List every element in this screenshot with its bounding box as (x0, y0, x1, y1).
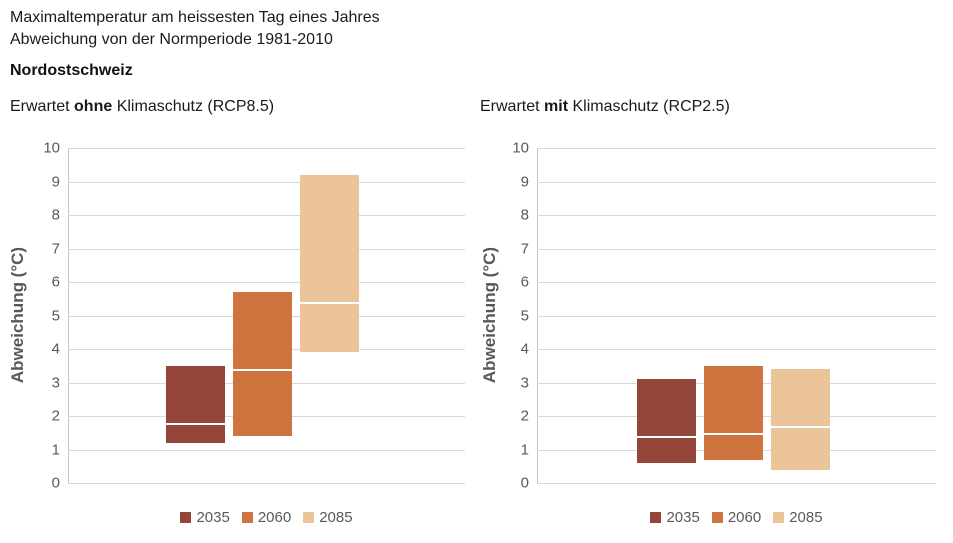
subtitle-rcp85: Erwartet ohne Klimaschutz (RCP8.5) (10, 98, 274, 116)
title-line-1: Maximaltemperatur am heissesten Tag eine… (10, 9, 380, 26)
subtitle-emphasis: mit (544, 98, 569, 115)
region-title: Nordostschweiz (10, 62, 133, 79)
median-line-2060 (704, 432, 763, 435)
y-tick-label-9: 9 (51, 173, 60, 190)
gridline-8 (537, 215, 936, 216)
legend-item-2035: 2035 (650, 509, 700, 526)
y-tick-label-9: 9 (520, 173, 529, 190)
subtitle-prefix: Erwartet (480, 98, 540, 115)
legend-swatch-2035 (650, 512, 662, 523)
y-axis-title-left: Abweichung (°C) (8, 246, 27, 384)
legend-item-2060: 2060 (241, 509, 292, 526)
y-tick-label-5: 5 (520, 307, 529, 324)
median-line-2035 (637, 436, 696, 439)
subtitle-suffix: Klimaschutz (RCP2.5) (572, 98, 730, 115)
y-tick-label-8: 8 (51, 206, 60, 224)
y-tick-label-0: 0 (51, 474, 60, 492)
gridline-0 (68, 483, 465, 484)
median-line-2085 (300, 302, 359, 305)
legend-rcp25: 2035 2060 2085 (537, 509, 936, 526)
legend-swatch-2085 (303, 512, 315, 523)
plot-area-rcp85: 0 1 2 3 4 5 6 7 8 9 10 (43, 140, 465, 492)
y-tick-label-1: 1 (520, 441, 529, 458)
subtitle-emphasis: ohne (74, 98, 113, 115)
legend-label-2060: 2060 (257, 509, 292, 526)
y-tick-label-7: 7 (520, 240, 529, 257)
gridline-4 (537, 349, 936, 350)
legend-swatch-2060 (241, 512, 253, 523)
gridline-8 (68, 215, 465, 216)
legend-item-2085: 2085 (773, 509, 823, 526)
y-tick-label-2: 2 (51, 407, 60, 425)
y-tick-label-3: 3 (51, 374, 60, 391)
legend-swatch-2085 (773, 512, 785, 523)
legend-label-2060: 2060 (727, 509, 762, 526)
gridline-10 (537, 148, 936, 149)
y-tick-label-10: 10 (512, 139, 529, 157)
y-tick-label-4: 4 (520, 340, 529, 358)
y-tick-label-5: 5 (51, 307, 60, 324)
range-bar-2085 (771, 369, 830, 470)
range-bar-2035 (637, 379, 696, 463)
legend-item-2085: 2085 (303, 509, 353, 526)
gridline-9 (537, 181, 936, 183)
gridline-7 (68, 248, 465, 250)
y-tick-label-6: 6 (520, 273, 529, 291)
y-tick-label-7: 7 (51, 240, 60, 257)
title-line-2: Abweichung von der Normperiode 1981-2010 (10, 31, 333, 48)
y-tick-label-1: 1 (51, 441, 60, 458)
median-line-2060 (233, 369, 292, 372)
gridline-6 (537, 282, 936, 283)
y-tick-label-3: 3 (520, 374, 529, 391)
y-tick-label-6: 6 (51, 273, 60, 291)
legend-label-2035: 2035 (196, 509, 230, 526)
gridline-6 (68, 282, 465, 283)
gridline-5 (537, 315, 936, 317)
legend-rcp85: 2035 2060 2085 (68, 509, 465, 526)
plot-area-rcp25: 0 1 2 3 4 5 6 7 8 9 10 (512, 140, 936, 492)
y-tick-label-2: 2 (520, 407, 529, 425)
chart-title: Maximaltemperatur am heissesten Tag eine… (10, 7, 380, 51)
y-tick-label-10: 10 (43, 139, 60, 157)
legend-swatch-2060 (711, 512, 723, 523)
y-tick-label-8: 8 (520, 206, 529, 224)
gridline-1 (68, 449, 465, 451)
median-line-2035 (166, 422, 225, 425)
subtitle-prefix: Erwartet (10, 98, 70, 115)
gridline-10 (68, 148, 465, 149)
y-tick-label-4: 4 (51, 340, 60, 358)
legend-swatch-2035 (180, 512, 192, 523)
range-bar-2060 (704, 365, 763, 460)
subtitle-suffix: Klimaschutz (RCP8.5) (116, 98, 275, 115)
subtitle-rcp25: Erwartet mit Klimaschutz (RCP2.5) (480, 98, 730, 116)
legend-item-2035: 2035 (180, 509, 230, 526)
median-line-2085 (771, 426, 830, 429)
y-tick-label-0: 0 (520, 474, 529, 492)
legend-label-2035: 2035 (666, 509, 700, 526)
legend-label-2085: 2085 (789, 509, 823, 526)
range-bar-2035 (166, 365, 225, 443)
range-bar-2085 (300, 174, 359, 353)
gridline-0 (537, 483, 936, 484)
gridline-7 (537, 248, 936, 250)
legend-label-2085: 2085 (319, 509, 353, 526)
range-bar-2060 (233, 292, 292, 437)
gridline-9 (68, 181, 465, 183)
legend-item-2060: 2060 (711, 509, 762, 526)
